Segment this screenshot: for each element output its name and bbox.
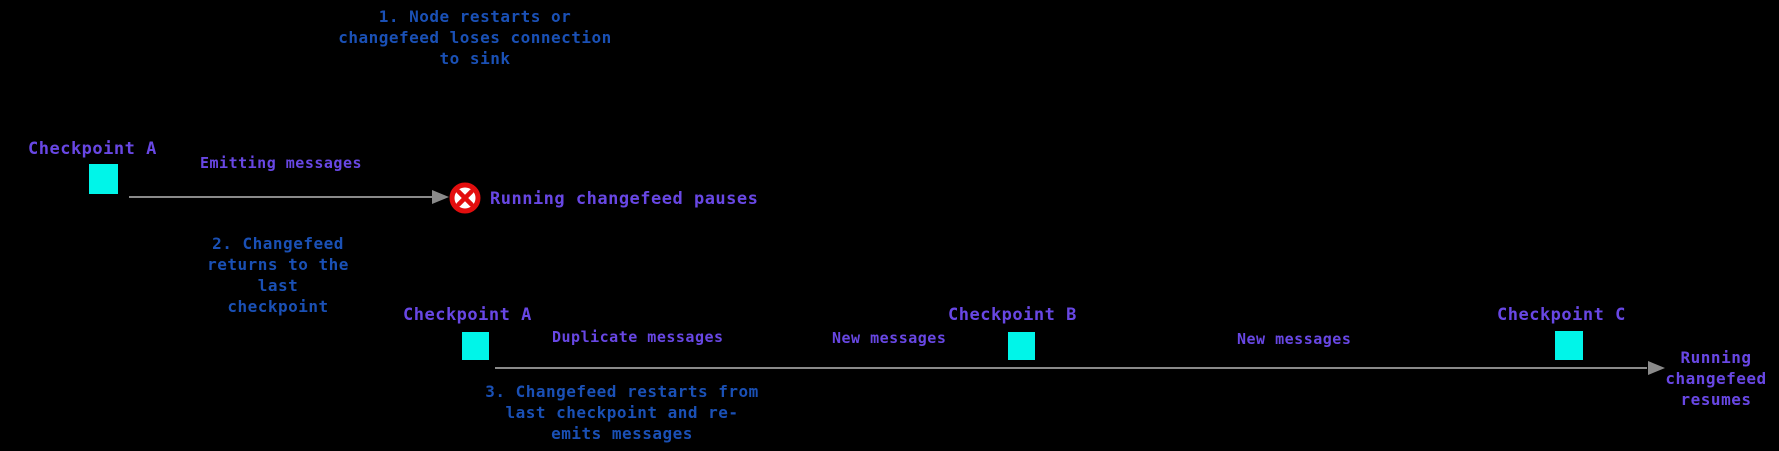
arrow-shaft <box>129 196 435 198</box>
step2-annotation: 2. Changefeed returns to the last checkp… <box>207 234 349 316</box>
checkpoint-a-label-2: Checkpoint A <box>403 305 532 325</box>
arrowhead-icon <box>432 190 449 204</box>
checkpoint-b-label: Checkpoint B <box>948 305 1077 325</box>
arrow-shaft <box>495 367 1647 369</box>
checkpoint-a-marker-2 <box>462 332 489 360</box>
step3-annotation: 3. Changefeed restarts from last checkpo… <box>485 382 759 443</box>
checkpoint-c-label: Checkpoint C <box>1497 305 1626 325</box>
checkpoint-c-marker <box>1555 331 1583 360</box>
running-changefeed-pauses-label: Running changefeed pauses <box>490 189 759 209</box>
emitting-messages-label: Emitting messages <box>200 154 363 172</box>
resume-timeline-arrow <box>495 361 1665 375</box>
checkpoint-b-marker <box>1008 332 1035 360</box>
arrowhead-icon <box>1648 361 1665 375</box>
pause-timeline-arrow <box>129 190 449 204</box>
step1-annotation: 1. Node restarts or changefeed loses con… <box>338 7 612 68</box>
pause-crossed-circle-icon <box>449 182 481 214</box>
new-messages-label-2: New messages <box>1237 330 1352 348</box>
checkpoint-a-marker-1 <box>89 164 118 194</box>
new-messages-label-1: New messages <box>832 329 947 347</box>
duplicate-messages-label: Duplicate messages <box>552 328 724 346</box>
checkpoint-a-label-1: Checkpoint A <box>28 139 157 159</box>
running-changefeed-resumes-label: Running changefeed resumes <box>1665 348 1767 409</box>
